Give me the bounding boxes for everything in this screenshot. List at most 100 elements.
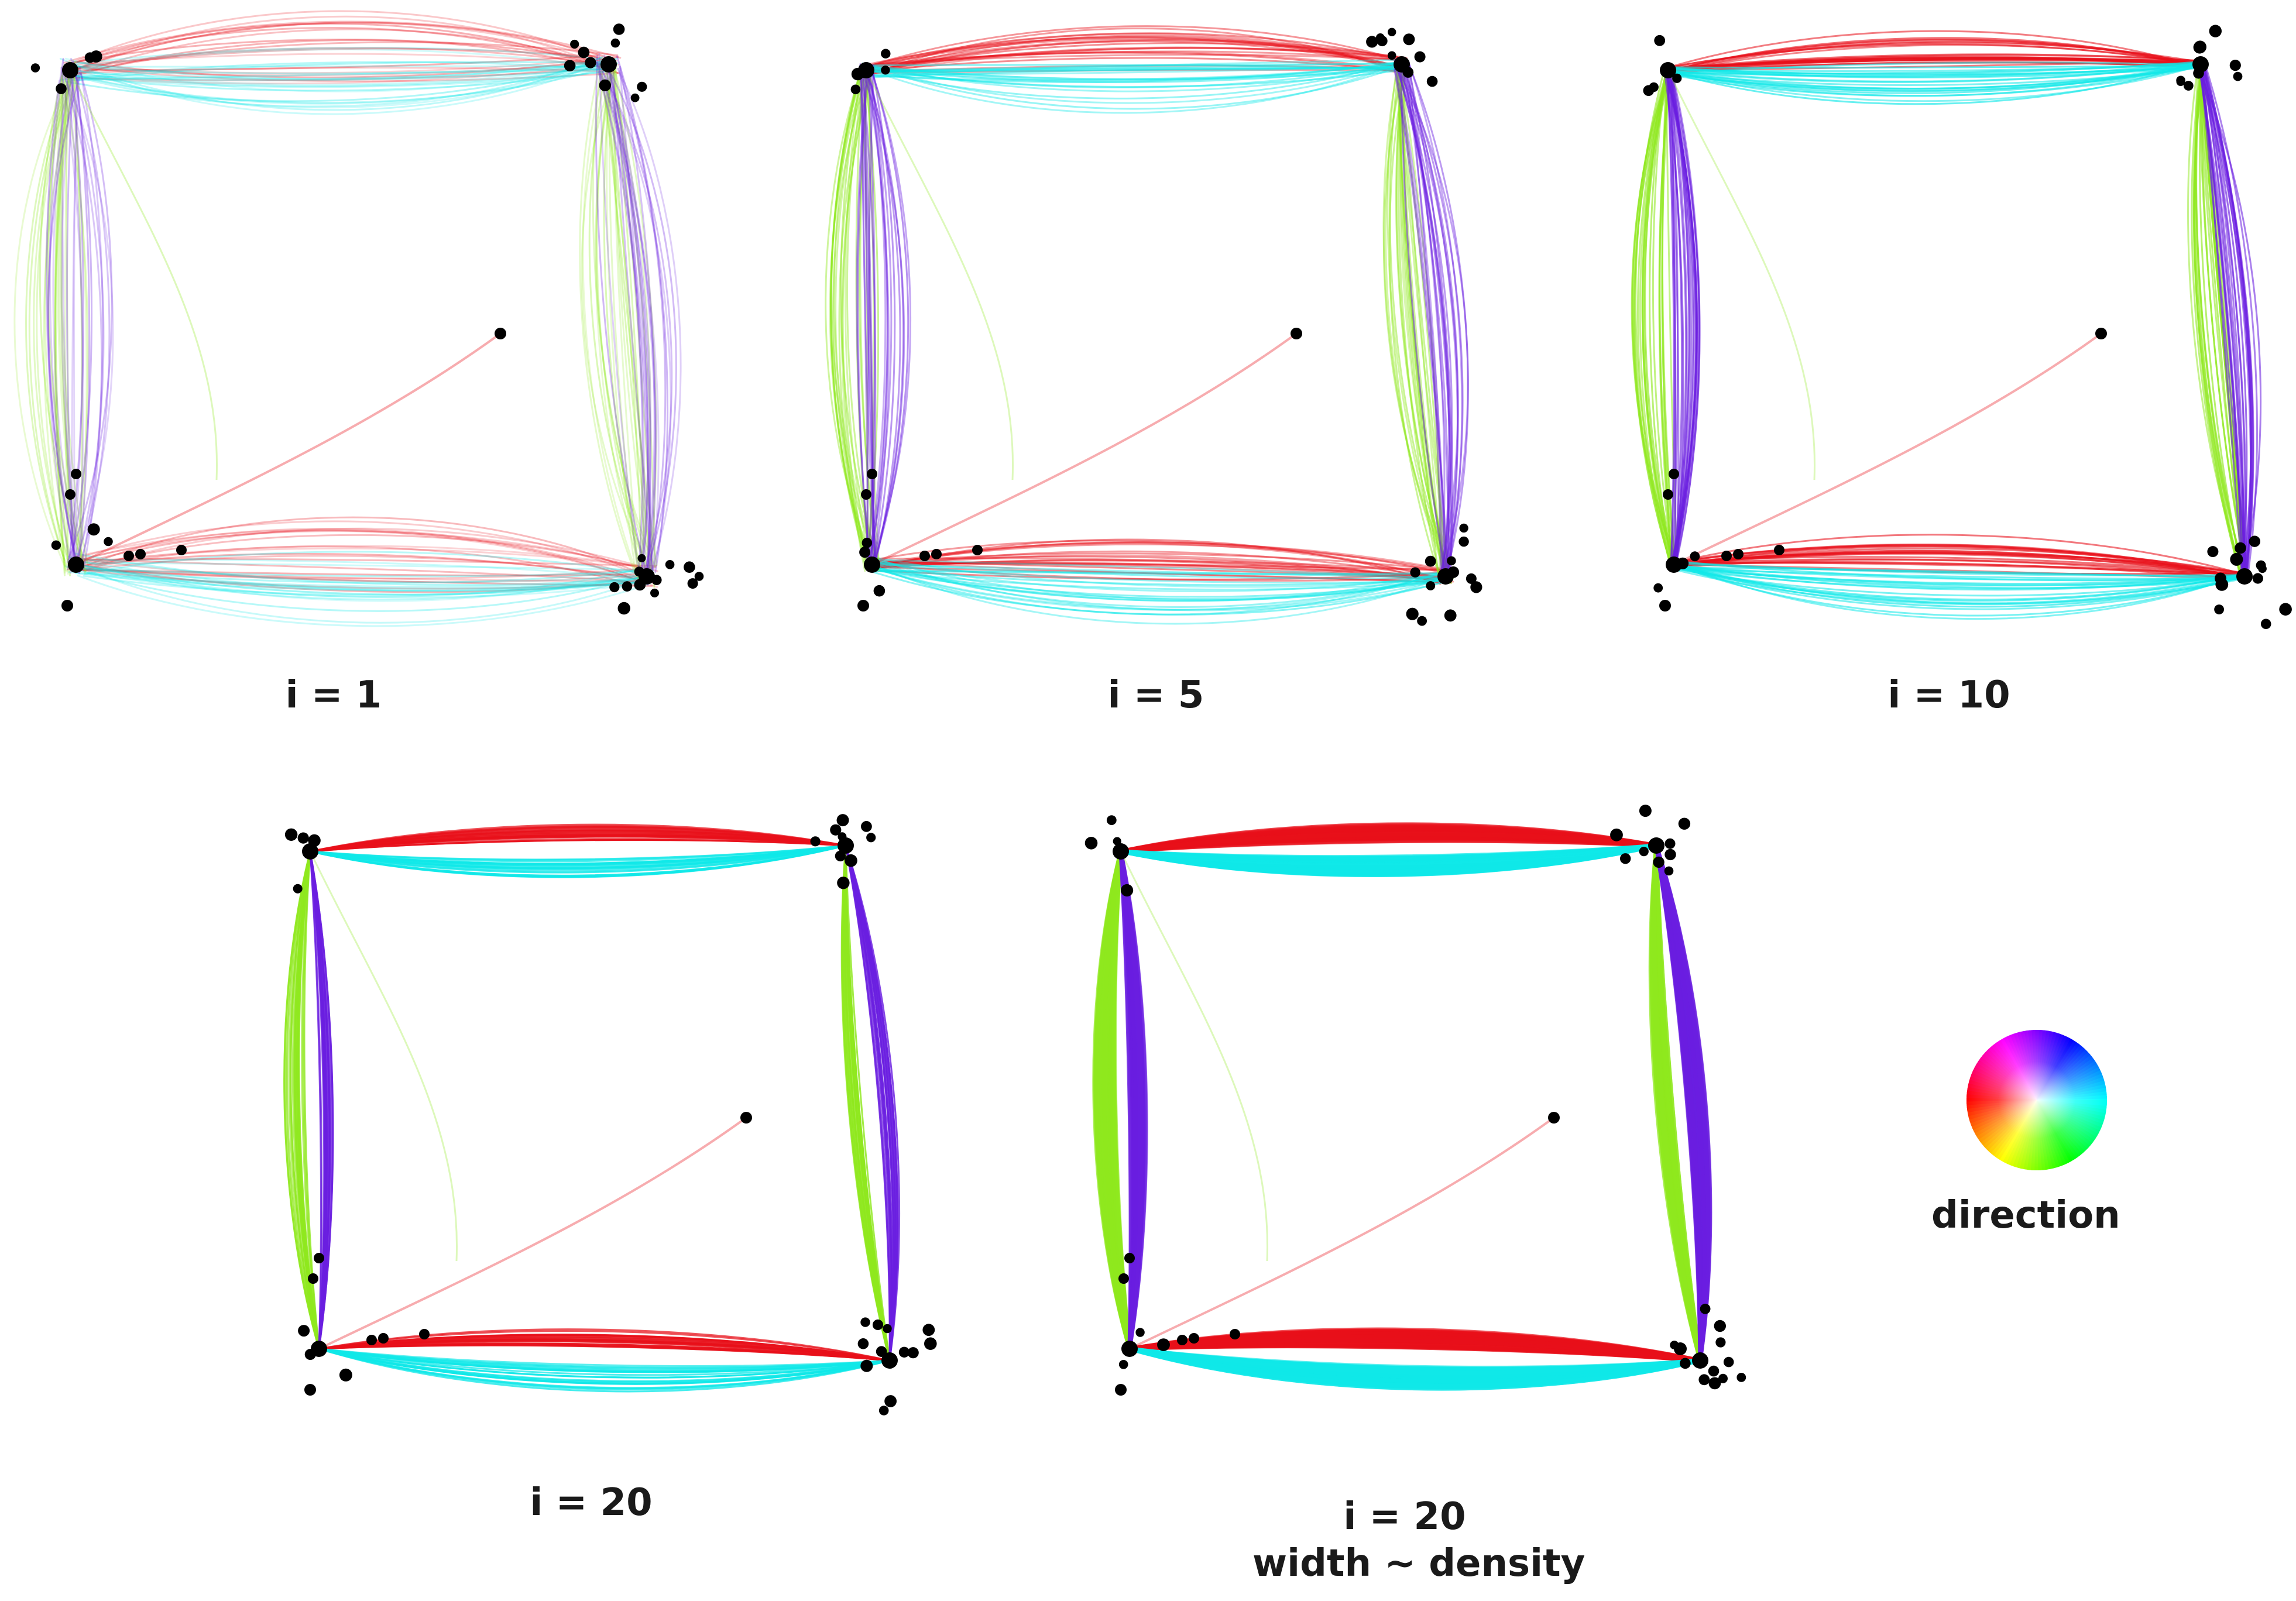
- edge-up: [845, 844, 891, 1362]
- edge-left: [1672, 562, 2247, 604]
- caption-panel-1: i = 1: [285, 674, 382, 717]
- edge-up: [61, 66, 103, 569]
- node: [71, 469, 81, 479]
- edge-right: [863, 68, 1403, 74]
- edge-up: [617, 67, 667, 575]
- node: [1678, 817, 1691, 830]
- edge-left: [1664, 64, 2199, 72]
- node: [866, 833, 876, 843]
- node: [873, 585, 886, 597]
- edge-down: [825, 64, 873, 559]
- edge-left: [64, 56, 604, 108]
- edge-down: [612, 58, 645, 569]
- edge-down: [2198, 63, 2244, 581]
- edge-down: [830, 74, 870, 572]
- edge-up: [598, 53, 640, 577]
- edge-right: [870, 557, 1453, 572]
- node: [1157, 1338, 1170, 1352]
- node: [1459, 523, 1468, 533]
- node: [1672, 73, 1682, 83]
- edge-up: [62, 73, 114, 563]
- edge-down: [1395, 67, 1451, 584]
- edge-down: [830, 65, 868, 561]
- edge-left: [861, 66, 1403, 73]
- edge-left: [78, 62, 610, 80]
- edge-down: [44, 61, 73, 563]
- edge-left: [318, 1348, 891, 1369]
- edge-up: [66, 73, 113, 563]
- node: [1410, 567, 1420, 578]
- isolated-node: [1291, 328, 1302, 339]
- edge-right: [318, 1339, 891, 1362]
- edge-left: [878, 570, 1448, 576]
- edge-right: [866, 541, 1453, 572]
- edge-up: [1403, 58, 1446, 579]
- node: [304, 1349, 316, 1360]
- edge-right: [77, 56, 619, 78]
- edge-left: [866, 569, 1442, 590]
- edge-down: [582, 66, 643, 588]
- edge-left: [75, 71, 605, 88]
- node: [2215, 572, 2226, 585]
- node: [861, 489, 871, 500]
- edge-down: [845, 844, 891, 1362]
- edge-down: [868, 70, 880, 567]
- node: [665, 560, 675, 569]
- edge-right: [76, 22, 619, 74]
- node: [68, 556, 84, 573]
- edge-right: [81, 569, 653, 587]
- node: [87, 523, 100, 536]
- node: [857, 600, 869, 611]
- node: [1677, 557, 1689, 569]
- edge-up: [867, 76, 893, 566]
- node: [1639, 805, 1652, 817]
- node: [835, 850, 846, 862]
- node: [862, 537, 873, 548]
- edge-left: [1670, 566, 2244, 602]
- edge-left: [1669, 562, 2247, 578]
- edge-down: [603, 69, 644, 582]
- edge-left: [876, 570, 1447, 575]
- edge-up: [70, 58, 111, 564]
- edge-right: [70, 67, 613, 75]
- edge-up: [52, 77, 80, 568]
- edge-diagonal: [75, 332, 502, 566]
- node: [876, 1346, 887, 1357]
- edge-right: [77, 530, 650, 572]
- edge-right: [862, 51, 1410, 73]
- edge-left: [863, 64, 1402, 81]
- edge-left: [77, 575, 652, 627]
- node: [907, 1347, 919, 1359]
- edge-up: [309, 850, 334, 1350]
- edge-down: [1395, 67, 1450, 574]
- node: [1664, 838, 1676, 849]
- edge-up: [616, 55, 669, 573]
- edge-up: [1395, 63, 1453, 582]
- node: [860, 1359, 873, 1372]
- edge-down: [858, 71, 881, 568]
- edge-up: [1399, 57, 1450, 578]
- edge-left: [68, 556, 654, 602]
- edge-left: [870, 566, 1447, 586]
- node: [600, 56, 617, 73]
- edge-up: [1666, 71, 1677, 564]
- node: [1692, 1352, 1708, 1369]
- edge-right: [309, 839, 847, 853]
- edge-up: [1118, 849, 1144, 1351]
- node: [1115, 1384, 1127, 1396]
- edge-up: [1408, 67, 1442, 578]
- bundle-panel-4: [283, 814, 937, 1416]
- node: [610, 38, 620, 48]
- edge-down: [843, 844, 891, 1362]
- node: [2233, 71, 2243, 81]
- edge-up: [1118, 849, 1138, 1351]
- edge-right: [66, 10, 615, 66]
- edge-right: [1664, 42, 2200, 70]
- edge-left: [870, 64, 1405, 71]
- node: [1230, 1329, 1240, 1339]
- edge-right: [868, 46, 1398, 74]
- edge-down: [599, 70, 651, 572]
- node: [1387, 51, 1396, 60]
- edge-right: [71, 27, 620, 74]
- edge-up: [864, 63, 901, 569]
